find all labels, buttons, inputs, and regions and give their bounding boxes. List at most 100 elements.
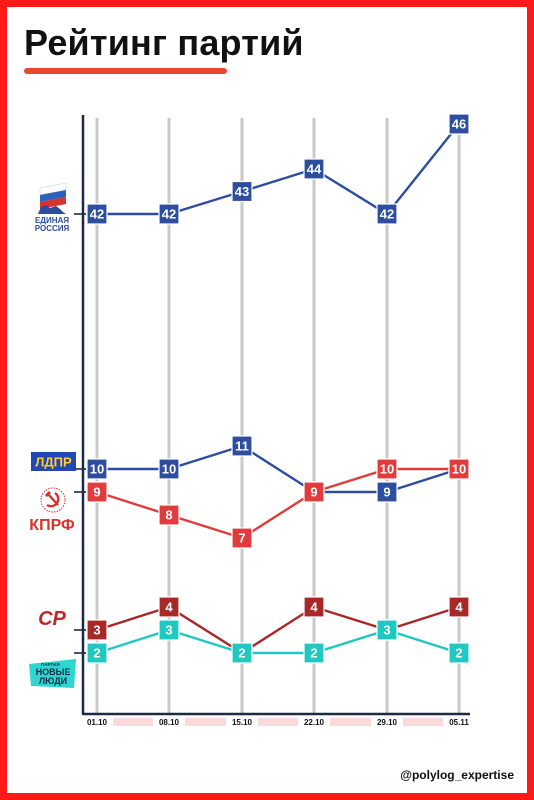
ldpr-logo: ЛДПР	[31, 452, 76, 471]
data-point-kprf: 8	[158, 504, 180, 526]
date-highlight-band	[185, 718, 226, 726]
data-point-nl: 2	[231, 642, 253, 664]
x-tick-label: 29.10	[377, 718, 398, 727]
data-point-box	[448, 596, 470, 618]
series-line-er	[97, 123, 460, 216]
data-point-box	[448, 642, 470, 664]
data-point-er: 42	[376, 203, 398, 225]
page-title: Рейтинг партий	[24, 22, 304, 63]
data-point-box	[158, 619, 180, 641]
data-point-box	[303, 481, 325, 503]
data-point-box	[158, 458, 180, 480]
ldpr-logo-text: ЛДПР	[35, 455, 72, 470]
series-lines	[96, 123, 460, 655]
data-label: 43	[235, 184, 249, 199]
data-point-ldpr: 11	[231, 435, 253, 457]
nl-logo-line2: ЛЮДИ	[39, 676, 67, 686]
data-point-box	[376, 481, 398, 503]
title-underline	[24, 68, 227, 74]
data-label: 46	[452, 117, 466, 132]
series-line-ldpr	[97, 444, 460, 494]
data-point-box	[86, 481, 108, 503]
data-label: 3	[165, 623, 172, 638]
x-tick-label: 08.10	[159, 718, 180, 727]
data-point-nl: 3	[158, 619, 180, 641]
x-tick-label: 15.10	[232, 718, 253, 727]
data-labels: 4242434442461010119910987910103424342322…	[86, 113, 470, 664]
x-tick-label: 05.11	[449, 718, 469, 727]
data-point-er: 42	[86, 203, 108, 225]
data-point-sr: 4	[303, 596, 325, 618]
data-label: 11	[235, 439, 249, 454]
data-label: 2	[455, 646, 462, 661]
data-label: 44	[307, 162, 322, 177]
data-point-box	[303, 642, 325, 664]
sr-logo-text: СР	[38, 608, 66, 630]
data-point-box	[231, 642, 253, 664]
data-point-er: 44	[303, 158, 325, 180]
series-line-nl	[96, 628, 460, 655]
data-point-box	[376, 203, 398, 225]
data-point-box	[448, 113, 470, 135]
data-point-sr: 4	[448, 596, 470, 618]
kprf-logo-text: КПРФ	[29, 517, 75, 534]
data-point-ldpr: 9	[376, 481, 398, 503]
data-point-kprf: 10	[448, 458, 470, 480]
data-point-box	[86, 458, 108, 480]
data-point-kprf: 9	[303, 481, 325, 503]
hammer-sickle-icon	[44, 490, 60, 508]
data-label: 42	[162, 207, 176, 222]
data-point-sr: 3	[86, 619, 108, 641]
data-label: 42	[90, 207, 104, 222]
er-logo: ЕДИНАЯ РОССИЯ	[35, 182, 70, 233]
data-point-box	[376, 619, 398, 641]
er-logo-line1: ЕДИНАЯ	[35, 216, 69, 225]
series-line-kprf	[96, 467, 459, 540]
data-point-kprf: 9	[86, 481, 108, 503]
data-label: 2	[238, 646, 245, 661]
data-label: 2	[310, 646, 317, 661]
data-point-nl: 3	[376, 619, 398, 641]
x-tick-labels: 01.10 08.10 15.10 22.10 29.10 05.11	[87, 718, 469, 727]
nl-logo-small: ПАРТИЯ	[41, 662, 60, 667]
kprf-logo: КПРФ	[29, 487, 75, 534]
x-tick-label: 22.10	[304, 718, 325, 727]
data-point-box	[86, 203, 108, 225]
data-label: 3	[383, 623, 390, 638]
data-point-kprf: 10	[376, 458, 398, 480]
data-point-ldpr: 10	[86, 458, 108, 480]
data-point-box	[303, 158, 325, 180]
data-point-box	[303, 596, 325, 618]
data-label: 4	[455, 600, 463, 615]
data-label: 7	[238, 531, 245, 546]
data-label: 9	[310, 485, 317, 500]
data-point-kprf: 7	[231, 527, 253, 549]
data-point-box	[448, 458, 470, 480]
data-label: 3	[93, 623, 100, 638]
data-label: 10	[162, 462, 176, 477]
nl-logo: ПАРТИЯ НОВЫЕ ЛЮДИ	[29, 659, 76, 688]
data-point-er: 46	[448, 113, 470, 135]
data-label: 10	[452, 462, 466, 477]
data-label: 10	[380, 462, 394, 477]
date-highlight-band	[258, 718, 298, 726]
data-label: 4	[310, 600, 318, 615]
bear-flag-icon	[38, 182, 67, 214]
data-label: 9	[383, 485, 390, 500]
data-point-box	[86, 642, 108, 664]
date-highlights	[113, 718, 443, 726]
data-point-box	[86, 619, 108, 641]
data-point-er: 43	[231, 180, 253, 203]
sr-logo: СР	[38, 608, 66, 630]
data-label: 9	[93, 485, 100, 500]
date-highlight-band	[113, 718, 153, 726]
data-label: 8	[165, 508, 172, 523]
data-point-nl: 2	[303, 642, 325, 664]
data-label: 10	[90, 462, 104, 477]
data-label: 42	[380, 207, 394, 222]
data-point-er: 42	[158, 203, 180, 225]
data-label: 4	[165, 600, 173, 615]
series-line-sr	[96, 605, 460, 655]
